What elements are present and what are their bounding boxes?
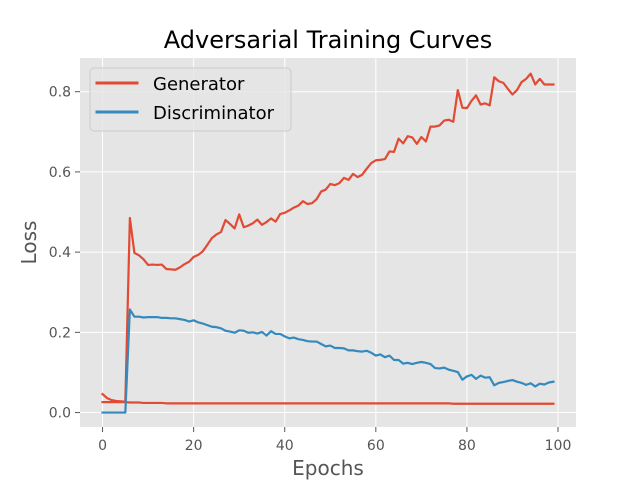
y-tick-label: 0.2 <box>49 325 71 341</box>
y-tick-label: 0.8 <box>49 85 71 101</box>
generator-line <box>100 72 555 403</box>
x-axis-label: Epochs <box>292 456 364 480</box>
y-tick-label: 0.0 <box>49 406 71 422</box>
y-tick-label: 0.6 <box>49 165 71 181</box>
generator-baseline-line <box>101 401 555 405</box>
x-tick-label: 60 <box>367 438 385 454</box>
x-tick-label: 100 <box>545 438 572 454</box>
x-tick-label: 0 <box>98 438 107 454</box>
legend-label-generator: Generator <box>153 74 245 95</box>
legend-box <box>89 67 292 132</box>
x-tick-label: 40 <box>276 438 294 454</box>
x-tick-label: 80 <box>458 438 476 454</box>
chart-title: Adversarial Training Curves <box>164 26 492 54</box>
x-tick-label: 20 <box>185 438 203 454</box>
series-layer <box>100 72 555 414</box>
legend-label-discriminator: Discriminator <box>153 103 275 124</box>
y-axis-label: Loss <box>17 221 41 265</box>
legend: Generator Discriminator <box>89 67 292 132</box>
tick-layer: 0 20 40 60 80 100 0.0 0.2 0.4 0.6 0.8 <box>49 85 572 454</box>
y-tick-label: 0.4 <box>49 245 71 261</box>
discriminator-line <box>101 308 555 414</box>
grid-layer <box>80 58 576 427</box>
